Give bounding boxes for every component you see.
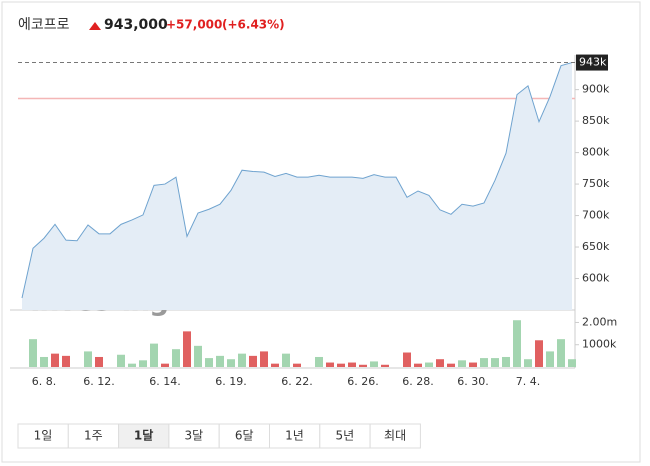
volume-bar xyxy=(469,362,477,367)
period-button[interactable] xyxy=(369,423,421,449)
volume-bar xyxy=(557,339,565,367)
volume-bar xyxy=(205,358,213,367)
volume-bar xyxy=(282,353,290,367)
x-tick-label: 6. 8. xyxy=(32,375,57,388)
period-button[interactable] xyxy=(269,423,321,449)
volume-tick-label: 2.00m xyxy=(582,315,617,328)
period-label[interactable]: 5년 xyxy=(335,429,354,443)
volume-bar xyxy=(337,363,345,367)
volume-tick-label: 1000k xyxy=(582,338,617,351)
volume-bar xyxy=(62,355,70,367)
price: 943,000 xyxy=(104,17,168,33)
volume-bar xyxy=(249,355,257,367)
volume-bar xyxy=(326,362,334,367)
volume-bar xyxy=(513,320,521,367)
period-label[interactable]: 3달 xyxy=(185,429,204,443)
volume-bar xyxy=(293,363,301,367)
volume-bar xyxy=(161,363,169,367)
volume-bar xyxy=(51,353,59,367)
price-area xyxy=(22,62,572,310)
period-label[interactable]: 1주 xyxy=(84,429,103,443)
period-button[interactable] xyxy=(168,423,220,449)
period-label[interactable]: 1년 xyxy=(285,429,304,443)
volume-bar xyxy=(128,363,136,367)
price-line xyxy=(21,62,573,299)
x-tick-label: 6. 28. xyxy=(402,375,434,388)
volume-bar xyxy=(84,351,92,367)
volume-bar xyxy=(95,356,103,367)
volume-bar xyxy=(227,359,235,367)
period-label[interactable]: 1일 xyxy=(34,429,53,443)
x-tick-label: 6. 12. xyxy=(83,375,115,388)
last-price-label: 943k xyxy=(579,56,607,69)
volume-bar xyxy=(447,363,455,367)
volume-bar xyxy=(238,353,246,367)
y-tick-label: 850k xyxy=(582,114,610,127)
volume-bar xyxy=(381,364,389,367)
volume-bar xyxy=(458,360,466,367)
volume-bar xyxy=(260,351,268,367)
x-tick-label: 6. 26. xyxy=(347,375,379,388)
y-tick-label: 700k xyxy=(582,209,610,222)
change: +57,000 xyxy=(166,18,222,32)
period-label[interactable]: 최대 xyxy=(384,429,406,443)
period-label[interactable]: 6달 xyxy=(235,429,254,443)
period-button[interactable] xyxy=(17,423,69,449)
volume-bar xyxy=(425,362,433,367)
x-tick-label: 7. 4. xyxy=(516,375,541,388)
volume-bar xyxy=(194,345,202,367)
volume-bar xyxy=(414,363,422,367)
volume-bar xyxy=(183,331,191,367)
y-tick-label: 600k xyxy=(582,272,610,285)
y-tick-label: 650k xyxy=(582,240,610,253)
volume-bar xyxy=(535,340,543,367)
x-tick-label: 6. 19. xyxy=(215,375,247,388)
y-tick-label: 900k xyxy=(582,83,610,96)
x-tick-label: 6. 22. xyxy=(281,375,313,388)
x-tick-label: 6. 14. xyxy=(149,375,181,388)
volume-bar xyxy=(172,349,180,367)
up-arrow xyxy=(89,22,101,30)
volume-bar xyxy=(546,351,554,367)
volume-bar xyxy=(117,354,125,367)
last-price-box xyxy=(576,54,608,71)
volume-bar xyxy=(502,356,510,367)
period-label[interactable]: 1달 xyxy=(134,429,153,443)
volume-bar xyxy=(216,355,224,367)
volume-bar xyxy=(315,356,323,367)
volume-bar xyxy=(150,343,158,367)
volume-bar xyxy=(370,361,378,367)
volume-bar xyxy=(436,359,444,367)
change-pct: (+6.43%) xyxy=(222,18,285,32)
y-tick-label: 800k xyxy=(582,146,610,159)
stock-name: 에코프로 xyxy=(18,17,70,33)
volume-bar xyxy=(359,364,367,367)
volume-bar xyxy=(29,339,37,367)
x-tick-label: 6. 30. xyxy=(457,375,489,388)
volume-bar xyxy=(524,359,532,367)
y-tick-label: 750k xyxy=(582,177,610,190)
volume-bar xyxy=(568,359,576,367)
volume-bar xyxy=(403,352,411,367)
volume-bar xyxy=(271,363,279,367)
volume-bar xyxy=(491,358,499,367)
volume-bar xyxy=(480,358,488,367)
volume-bar xyxy=(139,360,147,367)
volume-bar xyxy=(40,356,48,367)
volume-bar xyxy=(348,362,356,367)
